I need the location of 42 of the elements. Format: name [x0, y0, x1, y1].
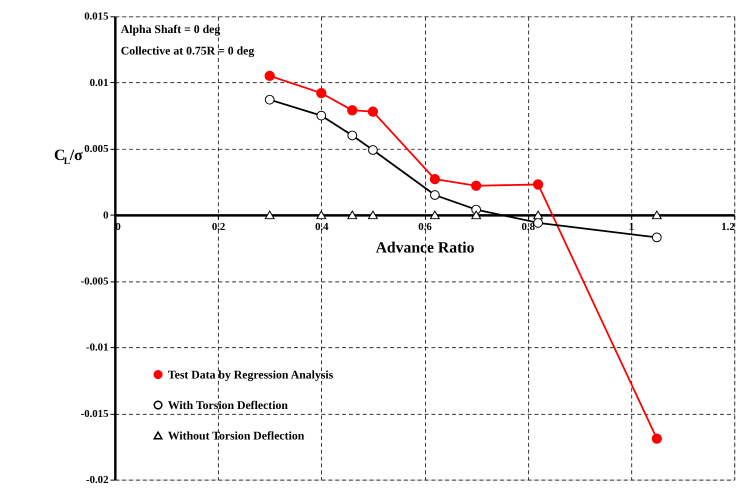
y-tick-label: -0.015 — [80, 408, 108, 420]
point — [368, 210, 378, 220]
point — [264, 210, 275, 220]
point — [533, 210, 543, 220]
point — [347, 105, 358, 116]
x-tick-label: 0.4 — [315, 221, 330, 234]
legend-label: Test Data by Regression Analysis — [168, 368, 334, 382]
x-tick-label: 0.2 — [212, 221, 226, 234]
y-tick-label: 0 — [103, 209, 108, 222]
x-tick-label: 0.6 — [418, 221, 432, 234]
y-tick-label: 0.01 — [90, 76, 108, 89]
point — [347, 130, 358, 140]
annotation: Alpha Shaft = 0 deg — [120, 23, 220, 36]
point — [368, 145, 378, 155]
x-tick-label: 1.2 — [721, 221, 735, 234]
point — [471, 210, 482, 220]
point — [471, 180, 482, 191]
x-tick-label: 1 — [628, 221, 634, 234]
x-axis-title: Advance Ratio — [376, 240, 475, 257]
point — [430, 210, 440, 220]
point — [430, 174, 440, 184]
y-tick-label: 0.015 — [84, 10, 108, 23]
point — [316, 88, 326, 98]
y-tick-label: 0.005 — [84, 143, 108, 156]
annotation: Collective at 0.75R = 0 deg — [120, 44, 254, 58]
point — [652, 210, 662, 220]
point — [532, 179, 544, 190]
point — [347, 210, 358, 220]
point — [264, 70, 275, 82]
point — [316, 110, 326, 120]
point — [316, 210, 326, 220]
x-tick-label: 0.8 — [522, 221, 536, 234]
point — [368, 106, 378, 117]
y-tick-label: -0.01 — [86, 342, 108, 354]
point — [652, 433, 662, 444]
point — [264, 94, 275, 105]
point — [430, 190, 440, 200]
legend-label: With Torsion Deflection — [168, 398, 288, 412]
y-tick-label: -0.02 — [86, 474, 108, 486]
y-tick-label: -0.005 — [80, 276, 108, 288]
point — [652, 232, 662, 242]
legend-label: Without Torsion Deflection — [168, 429, 305, 442]
